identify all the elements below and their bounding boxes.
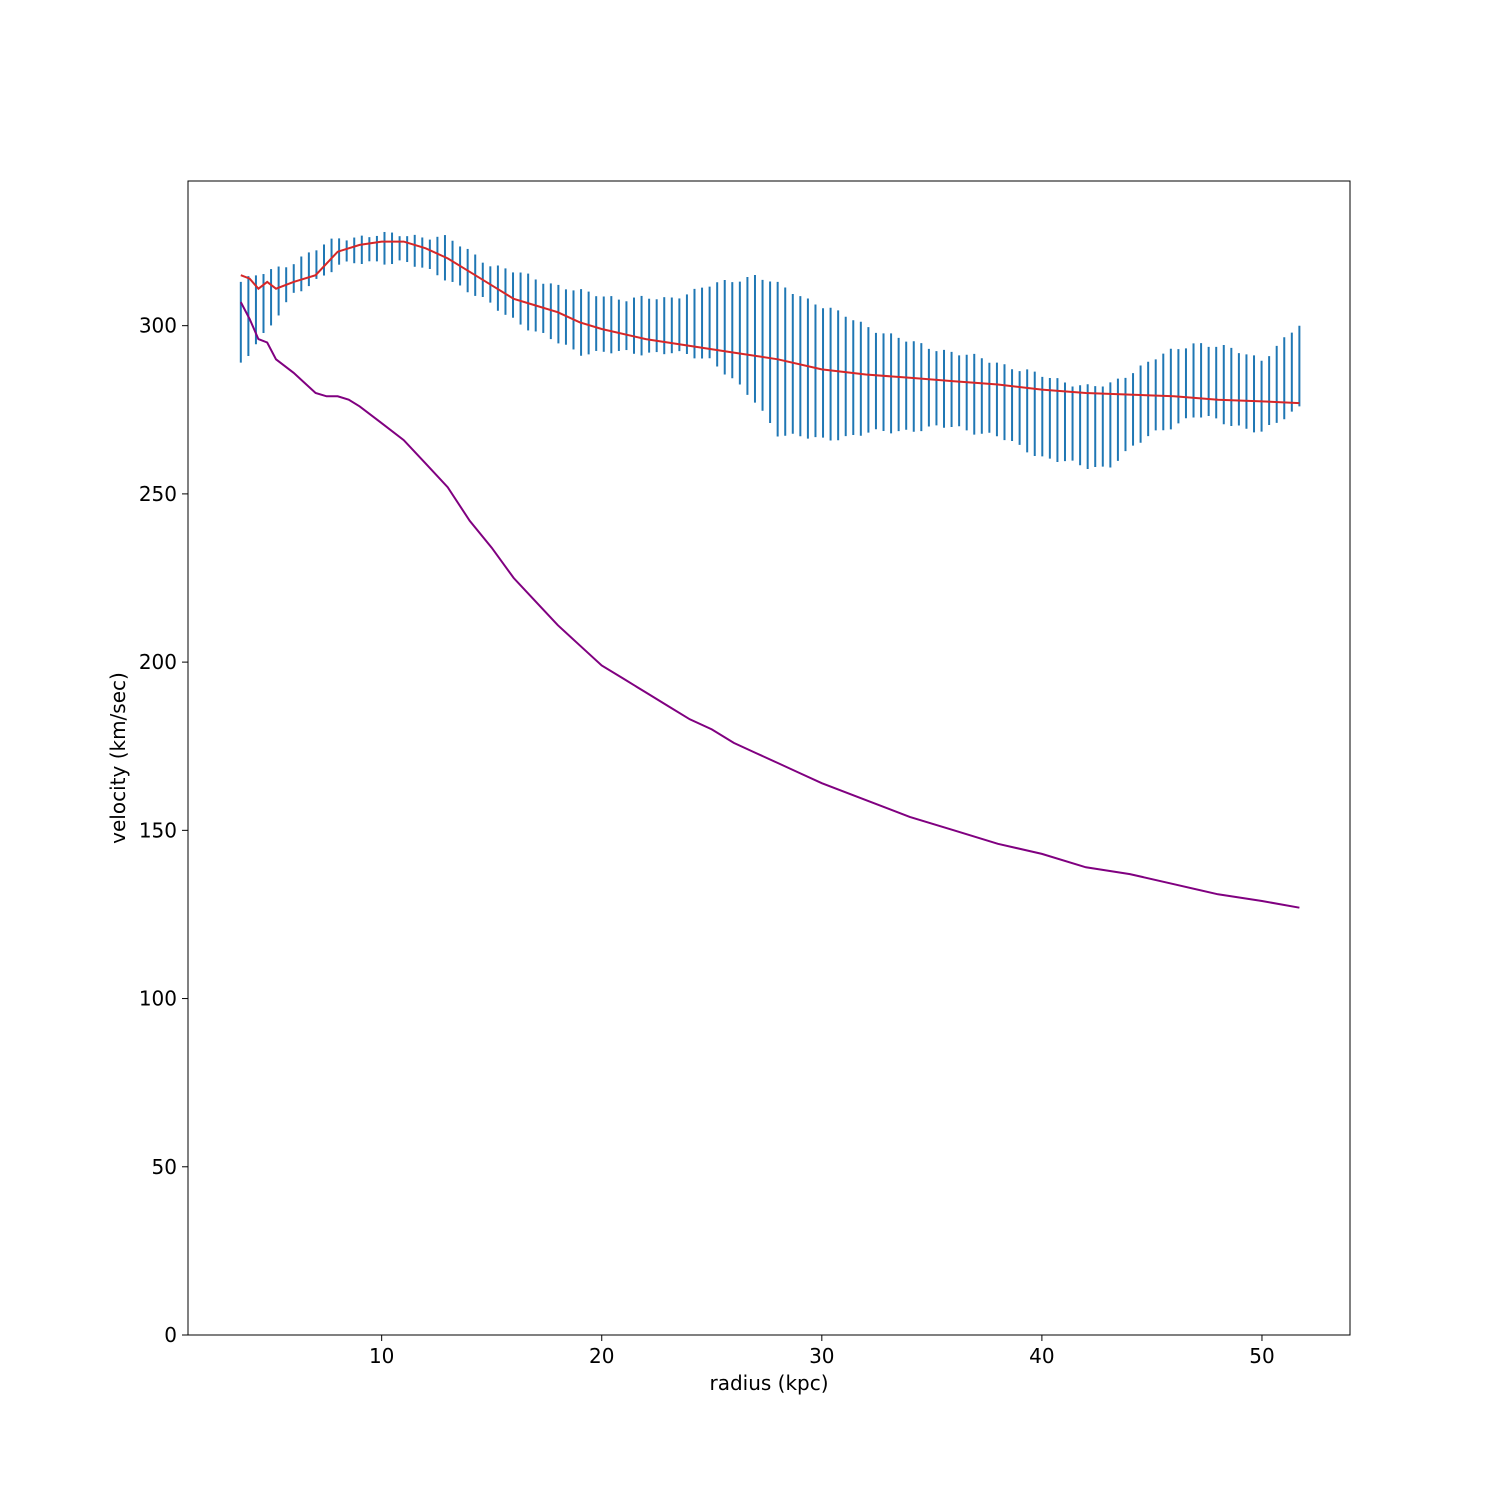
series-fit-line — [240, 240, 1300, 405]
y-tick-label: 250 — [139, 482, 177, 506]
y-tick-label: 150 — [139, 818, 177, 842]
x-axis-ticks: 10 20 30 40 50 — [369, 1335, 1275, 1368]
y-axis-label: velocity (km/sec) — [106, 672, 130, 844]
x-tick-label: 50 — [1249, 1344, 1274, 1368]
y-tick-label: 100 — [139, 987, 177, 1011]
observed-errorbars — [239, 231, 1301, 469]
y-axis-ticks: 0 50 100 150 200 250 300 — [139, 314, 188, 1347]
x-tick-label: 30 — [809, 1344, 834, 1368]
x-tick-label: 40 — [1029, 1344, 1054, 1368]
x-tick-label: 20 — [589, 1344, 614, 1368]
y-tick-label: 200 — [139, 650, 177, 674]
y-tick-label: 300 — [139, 314, 177, 338]
x-tick-label: 10 — [369, 1344, 394, 1368]
series-component-line — [239, 301, 1300, 909]
y-tick-label: 50 — [152, 1155, 177, 1179]
y-tick-label: 0 — [164, 1323, 177, 1347]
plot-frame — [187, 180, 1351, 1336]
x-axis-label: radius (kpc) — [709, 1371, 828, 1395]
